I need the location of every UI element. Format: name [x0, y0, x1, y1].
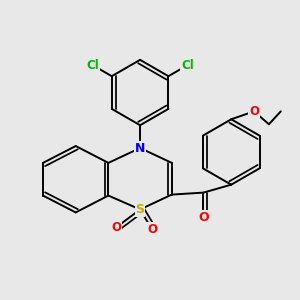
Text: O: O [147, 223, 157, 236]
Text: N: N [135, 142, 145, 154]
Text: S: S [136, 203, 145, 216]
Text: O: O [198, 211, 209, 224]
Text: Cl: Cl [86, 59, 99, 72]
Text: O: O [111, 221, 121, 234]
Text: O: O [249, 105, 259, 118]
Text: Cl: Cl [181, 59, 194, 72]
